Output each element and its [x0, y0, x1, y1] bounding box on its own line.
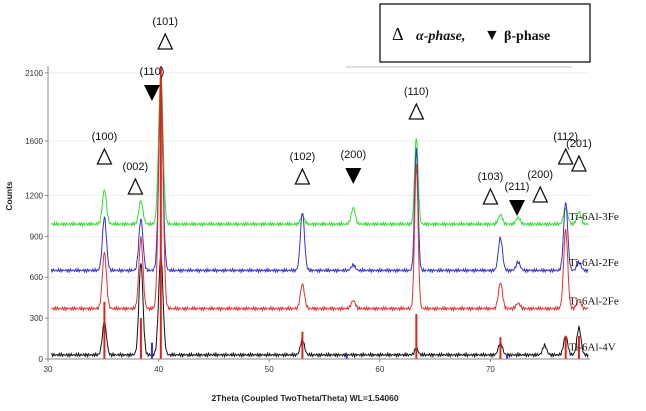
grid-lines: [48, 72, 590, 360]
alpha-icon-0: [96, 147, 113, 165]
peak-label-11: (201): [566, 138, 592, 150]
peak-label-1: (002): [123, 161, 149, 173]
legend-beta-label: β-phase: [504, 29, 550, 44]
peak-label-5: (200): [340, 149, 366, 161]
peak-label-10: (112): [553, 131, 578, 143]
legend: Δ α-phase, ▼ β-phase: [379, 3, 591, 63]
y-axis-title: Counts: [4, 181, 14, 211]
y-tick-label-6: 2100: [25, 69, 43, 78]
y-tick-label-0: 0: [39, 355, 44, 364]
peak-label-8: (211): [505, 181, 530, 193]
series-traces: [50, 74, 589, 359]
peak-label-4: (102): [290, 151, 316, 163]
alpha-icon-10: [557, 147, 574, 165]
legend-box: [379, 3, 591, 63]
peak-labels: (100) (002) (110) (101) (102) (200) (110) (103)…: [92, 16, 592, 216]
beta-icon-5: [345, 168, 362, 184]
peak-label-9: (200): [527, 169, 553, 181]
alpha-icon-4: [294, 167, 311, 185]
peak-label-6: (110): [404, 86, 429, 98]
y-tick-label-2: 600: [30, 273, 44, 282]
alpha-icon-3: [157, 32, 174, 50]
alpha-icon-1: [127, 177, 144, 195]
sample-label-3: Ti-6Al-4V: [569, 342, 616, 354]
peak-label-7: (103): [478, 171, 504, 183]
peak-label-2: (110): [140, 66, 165, 78]
x-tick-label-3: 60: [375, 365, 384, 374]
alpha-icon-7: [482, 187, 499, 205]
y-tick-label-4: 1200: [25, 191, 43, 200]
alpha-icon-11: [570, 154, 587, 172]
x-axis-title: 2Theta (Coupled TwoTheta/Theta) WL=1.540…: [211, 393, 398, 403]
x-tick-label-4: 70: [486, 365, 495, 374]
beta-icon-8: [508, 200, 525, 216]
legend-alpha-label: α-phase,: [416, 29, 465, 44]
series-line-0: [51, 74, 589, 228]
series-line-2: [51, 76, 589, 313]
axes: 0 300 600 900 1200 1600 2100 30 40 50 60 70: [25, 66, 590, 374]
legend-beta-symbol: ▼: [484, 27, 500, 44]
sample-labels: Ti-6Al-3Fe Ti-6Al-2Fe Ti-6Al-2Fe Ti-6Al-4V: [569, 211, 619, 354]
reference-lines: [103, 66, 580, 359]
beta-icon-2: [143, 85, 160, 101]
peak-label-3: (101): [152, 16, 178, 28]
x-tick-label-1: 40: [154, 365, 163, 374]
y-tick-label-5: 1600: [25, 137, 43, 146]
x-tick-label-0: 30: [44, 365, 53, 374]
series-line-3: [50, 255, 589, 359]
sample-label-2: Ti-6Al-2Fe: [569, 295, 619, 307]
alpha-icon-9: [532, 185, 549, 203]
legend-alpha-symbol: Δ: [392, 24, 404, 44]
sample-label-1: Ti-6Al-2Fe: [569, 257, 619, 269]
y-tick-label-3: 900: [30, 232, 44, 241]
alpha-icon-6: [408, 102, 425, 120]
x-tick-label-2: 50: [265, 365, 274, 374]
sample-label-0: Ti-6Al-3Fe: [569, 211, 619, 223]
peak-label-0: (100): [92, 131, 118, 143]
series-line-1: [50, 96, 589, 275]
y-tick-label-1: 300: [30, 314, 44, 323]
